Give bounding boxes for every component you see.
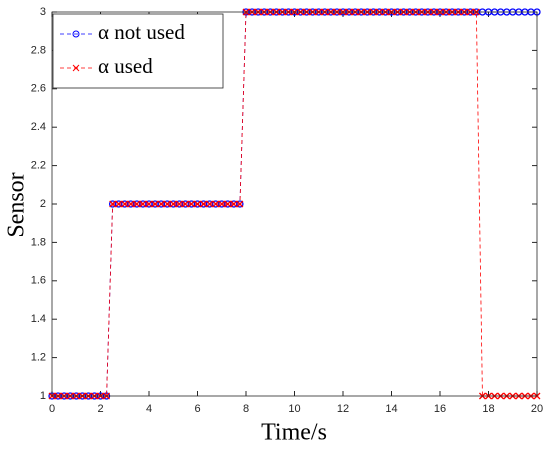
y-tick-label: 1.2 (31, 352, 46, 364)
x-tick-label: 4 (146, 403, 152, 415)
y-tick-label: 2.6 (31, 83, 46, 95)
x-tick-label: 12 (337, 403, 349, 415)
data-point (109, 200, 117, 208)
legend-label: α used (98, 54, 153, 78)
x-tick-label: 16 (434, 403, 446, 415)
data-point (187, 200, 195, 208)
y-axis-label: Sensor (4, 172, 30, 237)
data-point (181, 200, 189, 208)
legend: α not used α used (52, 13, 224, 89)
legend-box (52, 13, 224, 89)
y-tick-label: 1.8 (31, 236, 46, 248)
series-line (52, 11, 537, 397)
y-tick-label: 2.8 (31, 44, 46, 56)
x-tick-label: 2 (97, 403, 103, 415)
plot-frame (51, 11, 538, 397)
data-point (200, 200, 208, 208)
data-point (175, 200, 183, 208)
data-point (145, 200, 153, 208)
legend-marker (72, 64, 80, 72)
data-point (151, 200, 159, 208)
legend-label: α not used (98, 20, 185, 44)
data-point (206, 200, 214, 208)
x-axis-label: Time/s (261, 420, 327, 446)
data-point (127, 200, 135, 208)
data-point (157, 200, 165, 208)
x-tick-label: 6 (194, 403, 200, 415)
x-tick-label: 0 (49, 403, 55, 415)
y-tick-label: 2 (40, 198, 46, 210)
y-tick-label: 1.4 (31, 313, 46, 325)
data-point (212, 200, 220, 208)
data-point (169, 200, 177, 208)
data-point (115, 200, 123, 208)
y-tick-label: 2.4 (31, 121, 46, 133)
data-point (139, 200, 147, 208)
x-tick-label: 20 (531, 403, 543, 415)
x-tick-label: 8 (243, 403, 249, 415)
data-point (194, 200, 201, 208)
y-tick-label: 3 (40, 6, 46, 18)
y-tick-label: 1 (40, 390, 46, 402)
data-point (163, 200, 171, 208)
data-point (218, 200, 226, 208)
legend-marker (72, 30, 80, 38)
data-point (121, 200, 129, 208)
y-tick-label: 1.6 (31, 275, 46, 287)
y-tick-label: 2.2 (31, 160, 46, 172)
x-tick-label: 18 (482, 403, 494, 415)
data-point (133, 200, 141, 208)
data-point (224, 200, 232, 208)
x-tick-label: 14 (385, 403, 397, 415)
data-point (236, 200, 244, 208)
data-point (236, 200, 244, 208)
data-point (230, 200, 238, 208)
x-tick-label: 10 (288, 403, 300, 415)
